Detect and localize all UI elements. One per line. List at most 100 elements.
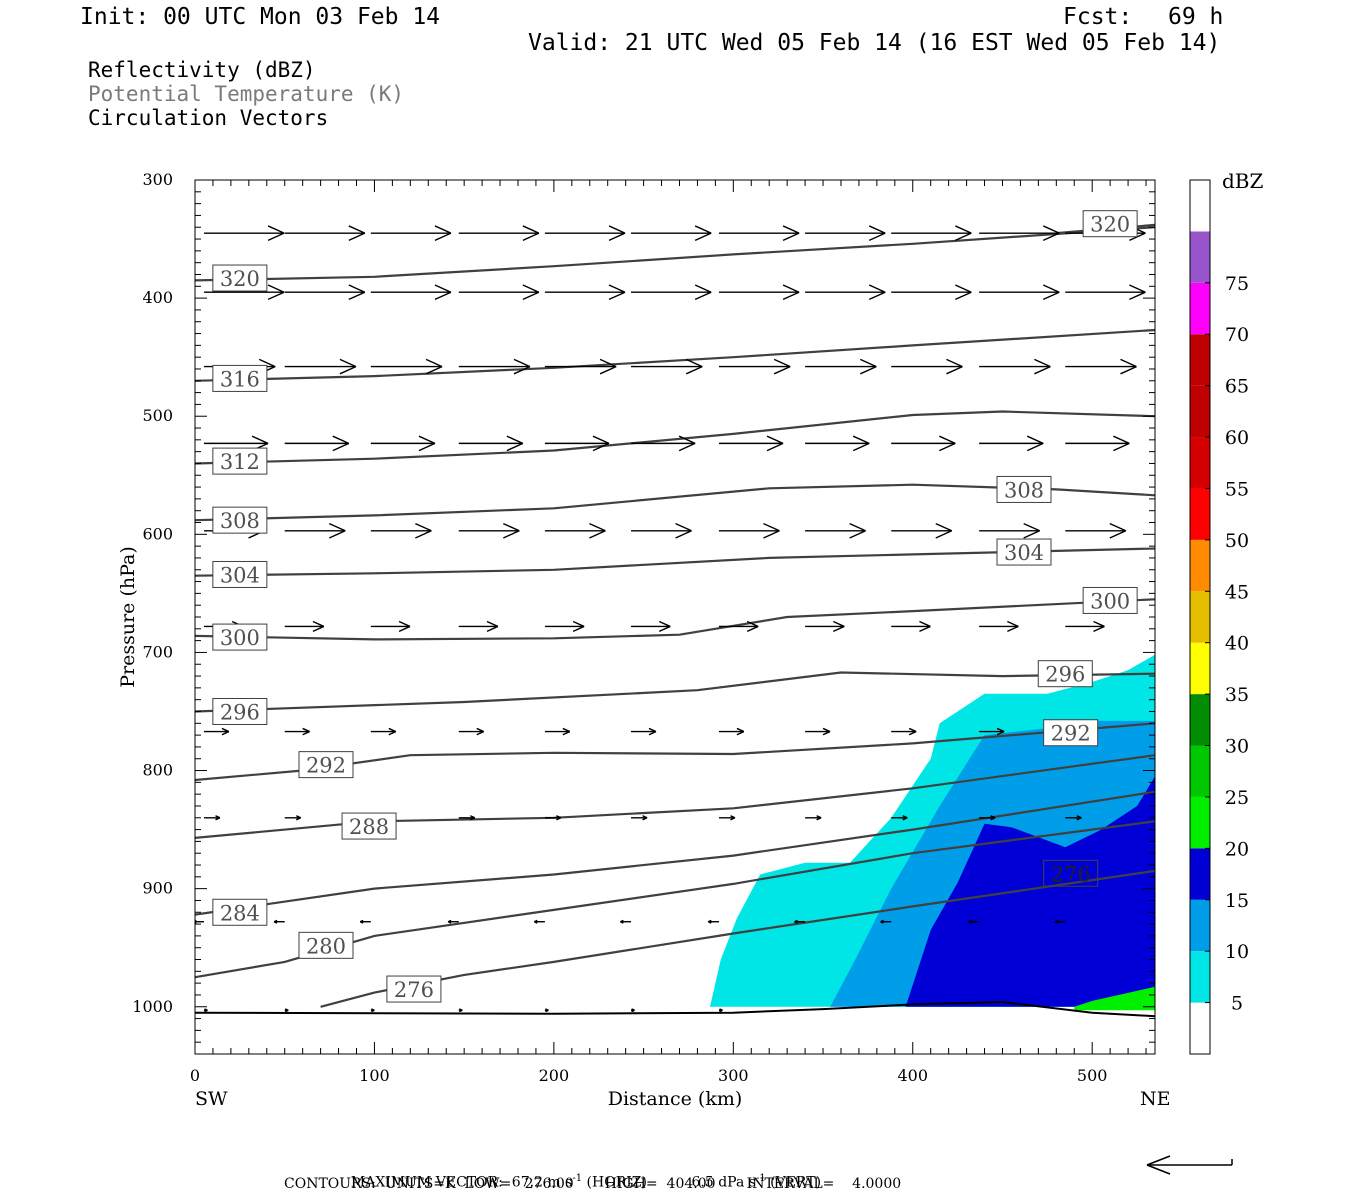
vector-arrow (631, 225, 712, 241)
contour-label-320: 320 (220, 267, 260, 291)
theta-contour-300 (195, 598, 1155, 641)
y-axis-label: Pressure (hPa) (117, 546, 139, 688)
vector-arrow (891, 284, 972, 301)
vector-arrow (718, 435, 784, 452)
vector-arrow (880, 919, 892, 924)
vector-arrow (458, 1008, 463, 1013)
x-tick-label: 300 (718, 1066, 749, 1085)
contour-label-box (212, 898, 268, 926)
vector-arrow (370, 284, 452, 301)
vector-arrow (284, 284, 366, 301)
x-tick-label: 200 (539, 1066, 570, 1085)
colorbar-bin (1190, 848, 1210, 900)
vector-arrow (458, 620, 499, 633)
vector-arrow (544, 1008, 549, 1013)
vert-exponent: -1 (755, 1173, 766, 1184)
vector-arrow (1065, 815, 1082, 821)
vector-arrow (891, 435, 956, 452)
vector-arrow (794, 919, 806, 924)
colorbar-bin (1190, 539, 1210, 592)
colorbar-bin (1190, 437, 1210, 489)
contour-label-308: 308 (220, 509, 260, 533)
vector-arrow (447, 919, 459, 924)
colorbar-label: 25 (1225, 787, 1249, 809)
vector-arrow (979, 620, 1019, 633)
y-tick-label: 1000 (132, 997, 173, 1016)
vector-arrow (1065, 620, 1105, 633)
valid-time: Valid: 21 UTC Wed 05 Feb 14 (16 EST Wed … (528, 30, 1221, 56)
vector-arrow (533, 919, 545, 924)
colorbar-bin (1190, 796, 1210, 849)
vector-arrow (284, 225, 366, 241)
vector-arrow (891, 522, 953, 539)
theta-contour-284 (195, 790, 1155, 916)
colorbar-label: 10 (1225, 941, 1249, 963)
contours-info: CONTOURS: UNITS=K LOW= 276.00 HIGH= 404.… (284, 1176, 902, 1192)
colorbar-bin (1190, 488, 1210, 540)
vector-arrow (370, 727, 397, 736)
vector-arrow (979, 358, 1051, 375)
vector-arrow (979, 435, 1044, 452)
vector-arrow (718, 1008, 723, 1013)
vector-arrow (718, 225, 800, 241)
vector-arrow (631, 620, 671, 633)
circulation-vectors (195, 225, 1146, 1013)
y-tick-label: 800 (142, 761, 173, 780)
vector-arrow (631, 284, 712, 301)
vector-arrow (458, 225, 540, 241)
vector-arrow (458, 522, 520, 539)
y-tick-label: 900 (142, 879, 173, 898)
vector-arrow (359, 919, 371, 924)
horiz-units: m s (547, 1174, 573, 1191)
vector-arrow (203, 815, 221, 821)
colorbar-bin (1190, 282, 1210, 335)
vector-arrow (891, 815, 908, 821)
vector-arrow (718, 358, 791, 375)
vector-arrow (805, 727, 831, 736)
vector-arrow (631, 358, 703, 375)
vector-arrow (284, 358, 357, 375)
vector-arrow (544, 358, 617, 375)
forecast-label: Fcst: (1063, 4, 1133, 30)
vector-arrow (544, 522, 606, 539)
vector-arrow (458, 727, 484, 736)
vector-arrow (370, 435, 436, 452)
vector-arrow (284, 620, 325, 633)
vector-arrow (544, 727, 571, 736)
vector-arrow (203, 727, 230, 736)
vector-arrow (458, 358, 531, 375)
vector-arrow (631, 1008, 635, 1013)
field-potential-temperature: Potential Temperature (K) (88, 82, 405, 106)
x-tick-label: 100 (359, 1066, 390, 1085)
colorbar-label: 50 (1225, 530, 1249, 552)
vector-arrow (631, 435, 696, 452)
contour-label-box (212, 560, 268, 588)
contour-label-296: 296 (1045, 663, 1085, 687)
vector-arrow (805, 358, 877, 375)
vector-arrow (203, 1008, 208, 1013)
max-vector-text: MAXIMUM VECTOR: 67.2 m s-1 (HORIZ) 6.5 d… (342, 1157, 821, 1191)
contour-label-box (996, 538, 1052, 566)
colorbar-bin (1190, 231, 1210, 283)
colorbar-label: 45 (1225, 581, 1249, 603)
y-tick-label: 500 (142, 406, 173, 425)
contour-label-box (212, 506, 268, 534)
vector-arrow (891, 358, 963, 375)
colorbar-label: 35 (1225, 684, 1249, 706)
colorbar-bin (1190, 899, 1210, 952)
vector-arrow (979, 815, 996, 821)
vector-arrow (891, 727, 917, 736)
vert-note: (VERT) (770, 1174, 822, 1191)
contour-labels: 320 320 316 312 308 308 304 304 300 300 296 296 292 2… (212, 210, 1138, 1003)
contour-label-box (212, 447, 268, 475)
contour-label-284: 284 (220, 901, 260, 925)
vector-arrow (805, 225, 886, 241)
colorbar-bin (1190, 694, 1210, 746)
vector-arrow (370, 620, 411, 633)
contour-label-276: 276 (394, 978, 434, 1002)
y-tick-label: 700 (142, 642, 173, 661)
colorbar-bin (1190, 591, 1210, 643)
vector-arrow (620, 919, 632, 924)
contour-label-box (1043, 859, 1099, 887)
vector-arrow (805, 815, 822, 821)
